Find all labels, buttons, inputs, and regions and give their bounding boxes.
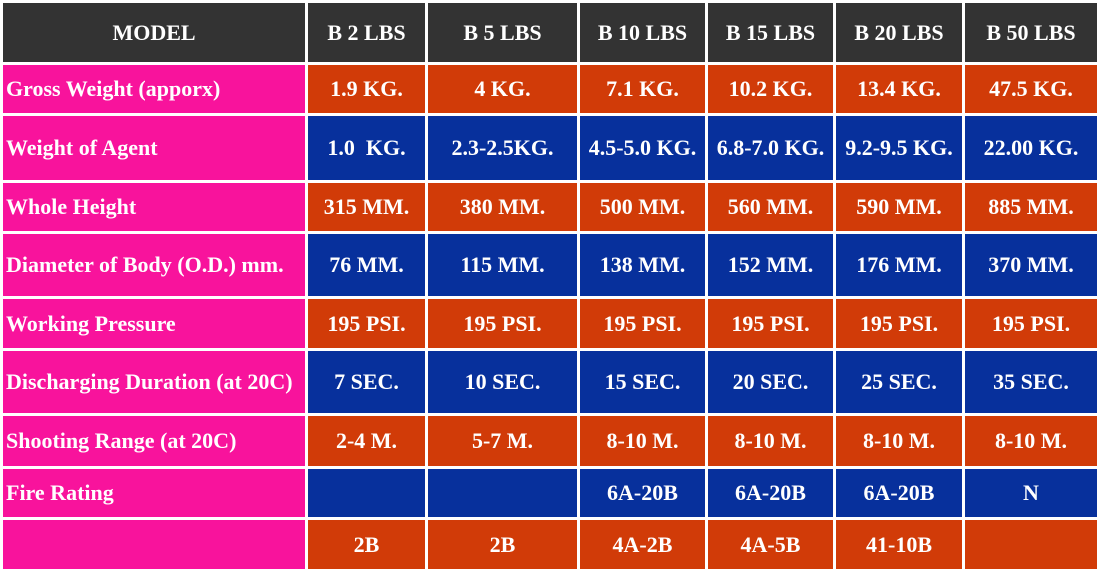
table-cell: 176 MM. bbox=[835, 233, 964, 298]
table-cell: 13.4 KG. bbox=[835, 64, 964, 115]
header-cell: B 5 LBS bbox=[427, 2, 579, 64]
table-cell: 380 MM. bbox=[427, 182, 579, 233]
table-cell: 6.8-7.0 KG. bbox=[707, 115, 835, 182]
header-cell: B 15 LBS bbox=[707, 2, 835, 64]
table-cell: 4.5-5.0 KG. bbox=[579, 115, 707, 182]
table-cell: 1.9 KG. bbox=[307, 64, 427, 115]
table-cell: 10.2 KG. bbox=[707, 64, 835, 115]
table-cell: 195 PSI. bbox=[964, 298, 1097, 350]
row-label: Whole Height bbox=[2, 182, 307, 233]
table-row: Gross Weight (apporx)1.9 KG.4 KG.7.1 KG.… bbox=[2, 64, 1097, 115]
table-cell: 500 MM. bbox=[579, 182, 707, 233]
row-label bbox=[2, 519, 307, 571]
row-label: Fire Rating bbox=[2, 468, 307, 519]
table-row: Diameter of Body (O.D.) mm.76 MM.115 MM.… bbox=[2, 233, 1097, 298]
table-cell bbox=[307, 468, 427, 519]
table-cell: 2.3-2.5KG. bbox=[427, 115, 579, 182]
table-cell: 47.5 KG. bbox=[964, 64, 1097, 115]
table-cell: 370 MM. bbox=[964, 233, 1097, 298]
table-cell: 7 SEC. bbox=[307, 350, 427, 415]
header-cell: B 10 LBS bbox=[579, 2, 707, 64]
table-cell: 8-10 M. bbox=[835, 415, 964, 468]
row-label: Discharging Duration (at 20C) bbox=[2, 350, 307, 415]
table-cell: 590 MM. bbox=[835, 182, 964, 233]
row-label: Diameter of Body (O.D.) mm. bbox=[2, 233, 307, 298]
row-label: Working Pressure bbox=[2, 298, 307, 350]
table-cell bbox=[964, 519, 1097, 571]
table-cell: 6A-20B bbox=[579, 468, 707, 519]
table-cell: 6A-20B bbox=[707, 468, 835, 519]
table-cell: 2-4 M. bbox=[307, 415, 427, 468]
table-cell: 8-10 M. bbox=[579, 415, 707, 468]
table-cell bbox=[427, 468, 579, 519]
table-cell: 195 PSI. bbox=[707, 298, 835, 350]
row-label: Shooting Range (at 20C) bbox=[2, 415, 307, 468]
table-cell: 885 MM. bbox=[964, 182, 1097, 233]
table-cell: 2B bbox=[427, 519, 579, 571]
table-cell: 22.00 KG. bbox=[964, 115, 1097, 182]
table-cell: 2B bbox=[307, 519, 427, 571]
table-cell: 195 PSI. bbox=[835, 298, 964, 350]
table-cell: 138 MM. bbox=[579, 233, 707, 298]
table-cell: 41-10B bbox=[835, 519, 964, 571]
table-cell: 152 MM. bbox=[707, 233, 835, 298]
header-cell: B 50 LBS bbox=[964, 2, 1097, 64]
table-cell: 35 SEC. bbox=[964, 350, 1097, 415]
table-cell: 115 MM. bbox=[427, 233, 579, 298]
table-cell: 15 SEC. bbox=[579, 350, 707, 415]
table-cell: 76 MM. bbox=[307, 233, 427, 298]
table-cell: 4A-2B bbox=[579, 519, 707, 571]
table-cell: 25 SEC. bbox=[835, 350, 964, 415]
header-cell: B 20 LBS bbox=[835, 2, 964, 64]
table-cell: 1.0 KG. bbox=[307, 115, 427, 182]
table-cell: 195 PSI. bbox=[579, 298, 707, 350]
table-cell: 8-10 M. bbox=[964, 415, 1097, 468]
table-row: Discharging Duration (at 20C)7 SEC.10 SE… bbox=[2, 350, 1097, 415]
table-cell: 7.1 KG. bbox=[579, 64, 707, 115]
row-label: Weight of Agent bbox=[2, 115, 307, 182]
table-cell: 195 PSI. bbox=[307, 298, 427, 350]
table-cell: 315 MM. bbox=[307, 182, 427, 233]
table-cell: 5-7 M. bbox=[427, 415, 579, 468]
table-cell: 9.2-9.5 KG. bbox=[835, 115, 964, 182]
table-cell: 560 MM. bbox=[707, 182, 835, 233]
header-cell: MODEL bbox=[2, 2, 307, 64]
table-cell: 4A-5B bbox=[707, 519, 835, 571]
header-cell: B 2 LBS bbox=[307, 2, 427, 64]
table-cell: 195 PSI. bbox=[427, 298, 579, 350]
table-cell: 8-10 M. bbox=[707, 415, 835, 468]
table-cell: N bbox=[964, 468, 1097, 519]
table-cell: 6A-20B bbox=[835, 468, 964, 519]
table-cell: 4 KG. bbox=[427, 64, 579, 115]
table-row: Shooting Range (at 20C)2-4 M.5-7 M.8-10 … bbox=[2, 415, 1097, 468]
table-cell: 20 SEC. bbox=[707, 350, 835, 415]
row-label: Gross Weight (apporx) bbox=[2, 64, 307, 115]
table-cell: 10 SEC. bbox=[427, 350, 579, 415]
